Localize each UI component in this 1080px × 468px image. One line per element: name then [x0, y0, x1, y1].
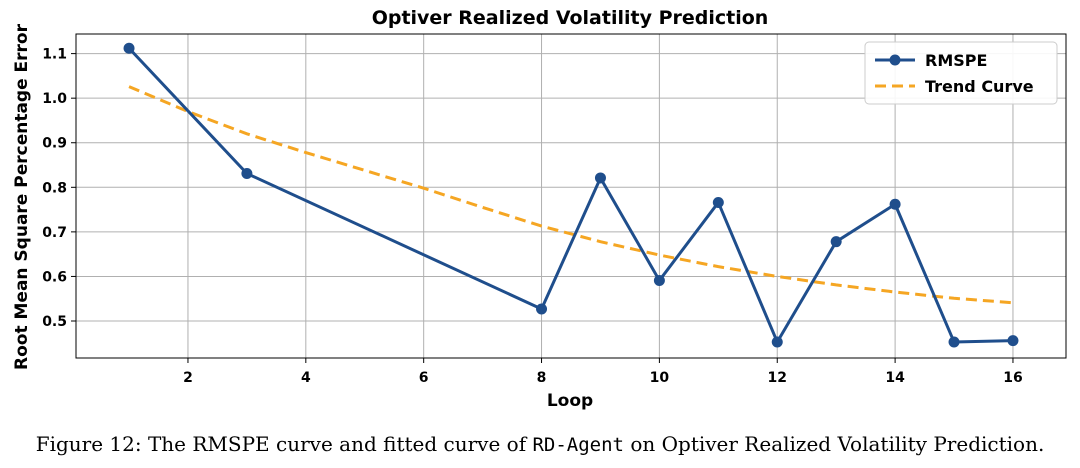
caption-text-end: on Optiver Realized Volatility Predictio… — [623, 432, 1045, 456]
x-tick-label: 8 — [537, 370, 547, 386]
figure-caption: Figure 12: The RMSPE curve and fitted cu… — [0, 432, 1080, 456]
rmspe-point — [712, 196, 724, 208]
ticks: 2 4 6 8 10 12 14 16 0.5 0.6 0.7 0.8 0.9 1.0 1.1 — [42, 47, 1023, 386]
chart-title: Optiver Realized Volatility Prediction — [372, 7, 769, 29]
legend-rmspe-label: RMSPE — [925, 51, 987, 70]
rmspe-point — [123, 42, 135, 54]
x-tick-label: 12 — [768, 370, 787, 386]
x-tick-label: 14 — [885, 370, 905, 386]
rmspe-point — [830, 236, 842, 248]
x-axis-label: Loop — [547, 391, 593, 411]
x-tick-label: 4 — [301, 370, 311, 386]
rmspe-point — [653, 274, 665, 286]
rmspe-point — [889, 198, 901, 210]
chart: Optiver Realized Volatility Prediction 2… — [12, 7, 1067, 411]
y-axis-label: Root Mean Square Percentage Error — [12, 23, 32, 370]
plot-frame — [75, 33, 1067, 359]
series-layer — [123, 42, 1019, 348]
legend: RMSPE Trend Curve — [864, 41, 1058, 105]
legend-box — [864, 41, 1058, 105]
caption-code: RD-Agent — [532, 434, 624, 456]
rmspe-point — [594, 172, 606, 184]
y-tick-label: 0.5 — [42, 314, 67, 330]
y-tick-label: 0.6 — [42, 269, 67, 285]
y-tick-label: 0.8 — [42, 180, 67, 196]
y-tick-label: 0.7 — [42, 225, 67, 241]
x-tick-label: 6 — [419, 370, 429, 386]
legend-trend-label: Trend Curve — [925, 77, 1034, 96]
y-tick-label: 0.9 — [42, 136, 67, 152]
x-tick-label: 16 — [1003, 370, 1022, 386]
caption-text-start: Figure 12: The RMSPE curve and fitted cu… — [35, 432, 533, 456]
rmspe-point — [771, 336, 783, 348]
y-tick-label: 1.0 — [42, 91, 67, 107]
rmspe-point — [948, 336, 960, 348]
x-tick-label: 2 — [183, 370, 193, 386]
legend-rmspe-marker — [889, 54, 901, 66]
y-tick-label: 1.1 — [42, 47, 67, 63]
rmspe-point — [1007, 335, 1019, 347]
rmspe-point — [536, 303, 548, 315]
trend-curve-line — [128, 85, 1014, 305]
rmspe-point — [241, 167, 253, 179]
x-tick-label: 10 — [650, 370, 670, 386]
